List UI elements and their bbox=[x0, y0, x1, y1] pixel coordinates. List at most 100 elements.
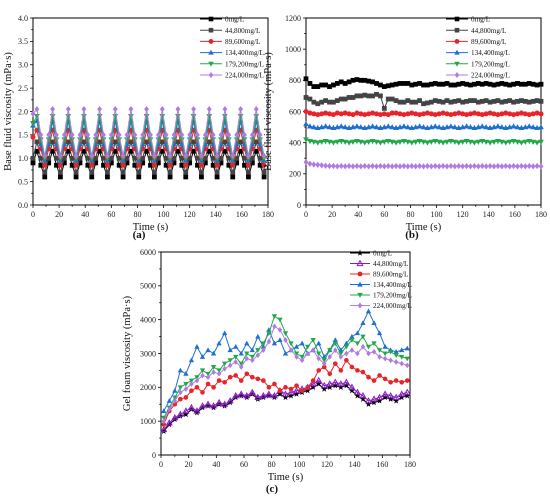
y-tick-label: 600 bbox=[289, 107, 301, 116]
data-point bbox=[266, 338, 272, 345]
data-point bbox=[199, 354, 206, 359]
data-point bbox=[283, 385, 288, 390]
data-point bbox=[327, 371, 333, 377]
data-point bbox=[432, 112, 438, 118]
data-point bbox=[238, 350, 244, 356]
data-point bbox=[534, 140, 540, 146]
data-point bbox=[320, 381, 328, 389]
data-point bbox=[171, 131, 177, 138]
x-tick-label: 40 bbox=[212, 460, 220, 469]
data-point bbox=[354, 110, 360, 116]
data-point bbox=[183, 381, 189, 387]
data-point bbox=[152, 174, 157, 180]
data-point bbox=[257, 137, 264, 143]
panel-label: (b) bbox=[405, 229, 419, 241]
data-point bbox=[93, 160, 99, 166]
data-point bbox=[254, 393, 262, 400]
data-point bbox=[507, 111, 513, 117]
data-point bbox=[319, 99, 325, 105]
data-point bbox=[238, 139, 243, 145]
data-point bbox=[232, 394, 239, 401]
data-point bbox=[216, 370, 222, 377]
data-point bbox=[166, 421, 173, 428]
data-point bbox=[210, 350, 217, 356]
data-point bbox=[177, 412, 184, 419]
data-point bbox=[452, 163, 458, 170]
data-point bbox=[479, 162, 485, 170]
data-point bbox=[282, 350, 289, 356]
data-point bbox=[148, 131, 153, 138]
data-point bbox=[362, 77, 368, 83]
data-point bbox=[467, 124, 474, 130]
data-point bbox=[334, 98, 340, 103]
data-point bbox=[322, 360, 327, 367]
data-point bbox=[327, 84, 332, 89]
data-point bbox=[92, 137, 99, 143]
data-point bbox=[287, 388, 295, 395]
data-point bbox=[200, 372, 205, 379]
data-point bbox=[428, 139, 435, 145]
data-point bbox=[468, 163, 473, 170]
data-point bbox=[215, 400, 223, 407]
data-point bbox=[108, 131, 114, 138]
data-point bbox=[370, 79, 375, 85]
data-point bbox=[311, 99, 317, 105]
data-point bbox=[50, 148, 55, 154]
data-point bbox=[370, 110, 376, 116]
data-point bbox=[81, 139, 87, 145]
data-point bbox=[246, 174, 251, 180]
data-point bbox=[172, 387, 178, 393]
data-point bbox=[204, 400, 212, 407]
data-point bbox=[498, 124, 505, 130]
data-point bbox=[198, 162, 204, 168]
data-point bbox=[432, 81, 438, 86]
data-point bbox=[393, 110, 399, 116]
data-point bbox=[307, 96, 313, 102]
data-point bbox=[73, 162, 79, 168]
y-tick-label: 200 bbox=[289, 170, 301, 179]
data-point bbox=[468, 82, 473, 88]
data-point bbox=[160, 428, 167, 434]
data-point bbox=[316, 368, 322, 373]
data-point bbox=[472, 81, 477, 87]
data-point bbox=[420, 111, 427, 117]
data-point bbox=[475, 139, 482, 145]
data-point bbox=[405, 163, 411, 170]
data-point bbox=[230, 174, 236, 180]
data-point bbox=[332, 382, 339, 389]
data-point bbox=[511, 99, 516, 105]
data-point bbox=[140, 155, 146, 161]
data-point bbox=[483, 124, 490, 130]
data-point bbox=[522, 111, 528, 117]
data-point bbox=[365, 139, 372, 145]
data-point bbox=[105, 169, 110, 175]
series-3 bbox=[303, 120, 544, 131]
data-point bbox=[387, 392, 395, 399]
data-point bbox=[452, 98, 458, 104]
data-point bbox=[227, 399, 234, 406]
x-tick-label: 140 bbox=[483, 210, 495, 219]
data-point bbox=[342, 378, 350, 385]
data-point bbox=[371, 348, 377, 355]
data-point bbox=[350, 163, 356, 170]
data-point bbox=[202, 137, 209, 143]
data-point bbox=[210, 155, 216, 161]
data-point bbox=[378, 82, 383, 88]
data-point bbox=[358, 163, 364, 170]
legend-label: 44,800mg/L bbox=[373, 260, 408, 268]
data-point bbox=[195, 131, 200, 138]
data-point bbox=[385, 112, 391, 118]
data-point bbox=[393, 98, 399, 103]
data-point bbox=[69, 137, 76, 143]
data-point bbox=[54, 162, 59, 168]
data-point bbox=[230, 169, 236, 175]
data-point bbox=[327, 354, 332, 360]
data-point bbox=[307, 123, 313, 129]
x-tick-label: 0 bbox=[159, 460, 163, 469]
data-point bbox=[507, 82, 513, 88]
data-point bbox=[249, 354, 255, 360]
data-point bbox=[178, 396, 183, 402]
data-point bbox=[238, 106, 243, 113]
data-point bbox=[378, 93, 383, 99]
